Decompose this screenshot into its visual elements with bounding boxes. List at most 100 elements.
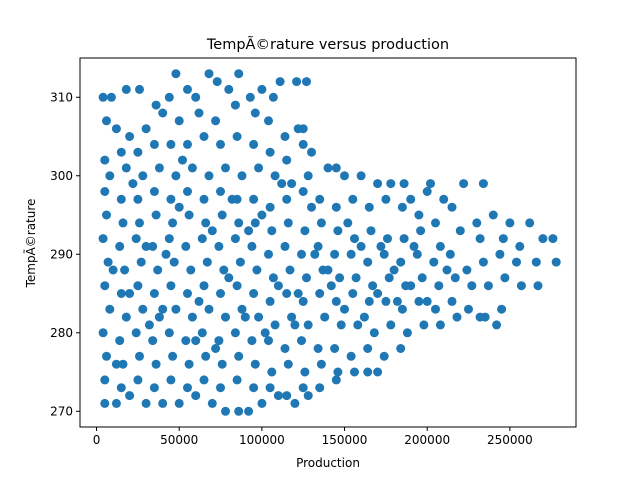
data-point — [164, 234, 174, 244]
data-point — [267, 226, 277, 236]
data-point — [234, 218, 244, 228]
data-point — [108, 265, 118, 275]
data-point — [191, 391, 201, 401]
data-point — [315, 194, 325, 204]
data-point — [406, 281, 416, 291]
data-point — [183, 139, 192, 149]
data-point — [164, 92, 174, 102]
data-point — [267, 367, 277, 377]
data-point — [359, 312, 369, 322]
data-point — [118, 218, 128, 228]
data-point — [230, 100, 240, 110]
data-point — [356, 241, 366, 251]
data-point — [202, 257, 212, 267]
data-point — [204, 171, 214, 181]
data-point — [264, 116, 273, 126]
data-point — [164, 328, 174, 338]
data-point — [340, 304, 349, 314]
data-point — [298, 124, 308, 134]
data-point — [133, 194, 143, 204]
data-point — [111, 124, 121, 134]
data-point — [100, 375, 110, 385]
data-point — [161, 249, 171, 259]
data-point — [439, 194, 449, 204]
y-tick-label: 270 — [50, 404, 73, 418]
data-point — [369, 328, 379, 338]
data-point — [211, 344, 221, 353]
data-point — [280, 241, 290, 251]
data-point — [515, 241, 525, 251]
data-point — [216, 289, 225, 298]
data-point — [548, 234, 558, 244]
data-point — [383, 234, 392, 244]
data-point — [265, 296, 275, 306]
data-point — [245, 92, 255, 102]
data-point — [171, 69, 181, 79]
data-point — [353, 320, 363, 330]
data-point — [270, 171, 280, 181]
data-point — [273, 391, 283, 401]
data-point — [133, 375, 143, 385]
x-tick-label: 200000 — [404, 433, 450, 447]
data-point — [232, 132, 242, 141]
data-point — [293, 289, 303, 298]
data-point — [331, 375, 341, 385]
data-point — [252, 265, 262, 275]
data-point — [488, 210, 498, 220]
data-point — [136, 257, 146, 267]
data-point — [186, 265, 196, 275]
data-point — [399, 234, 409, 244]
x-tick-label: 50000 — [160, 433, 198, 447]
data-point — [434, 281, 444, 291]
data-point — [141, 398, 151, 408]
data-point — [168, 218, 178, 228]
data-point — [257, 210, 267, 220]
data-point — [149, 187, 159, 196]
x-axis-label: Production — [296, 456, 360, 470]
data-point — [431, 218, 440, 228]
data-point — [316, 359, 326, 369]
data-point — [100, 398, 110, 408]
data-point — [268, 273, 278, 283]
data-point — [128, 179, 138, 189]
data-point — [153, 265, 163, 275]
data-point — [232, 281, 242, 291]
data-point — [230, 328, 240, 338]
data-point — [219, 265, 229, 275]
data-point — [292, 77, 302, 87]
data-point — [396, 344, 406, 353]
data-point — [244, 406, 254, 416]
data-point — [184, 210, 194, 220]
data-point — [392, 296, 402, 306]
data-point — [234, 69, 244, 79]
data-point — [131, 234, 141, 244]
data-point — [268, 92, 278, 102]
data-point — [249, 383, 259, 393]
data-point — [297, 249, 306, 259]
data-point — [483, 281, 493, 291]
data-point — [282, 194, 292, 204]
x-tick-label: 0 — [93, 433, 101, 447]
data-point — [194, 108, 204, 118]
data-point — [260, 328, 270, 338]
data-point — [149, 289, 159, 298]
data-point — [230, 234, 240, 244]
data-point — [346, 351, 356, 361]
data-point — [181, 336, 191, 346]
data-point — [184, 359, 194, 369]
data-point — [323, 163, 333, 173]
data-point — [379, 351, 389, 361]
data-point — [331, 202, 341, 212]
data-point — [475, 312, 485, 322]
data-point — [105, 304, 115, 314]
data-point — [315, 383, 325, 393]
data-point — [249, 194, 259, 204]
data-point — [459, 179, 469, 189]
data-point — [373, 367, 383, 377]
data-point — [211, 116, 221, 126]
data-point — [350, 234, 359, 244]
data-point — [183, 84, 192, 94]
y-tick-label: 300 — [50, 169, 73, 183]
data-point — [250, 359, 260, 369]
data-point — [199, 375, 209, 385]
